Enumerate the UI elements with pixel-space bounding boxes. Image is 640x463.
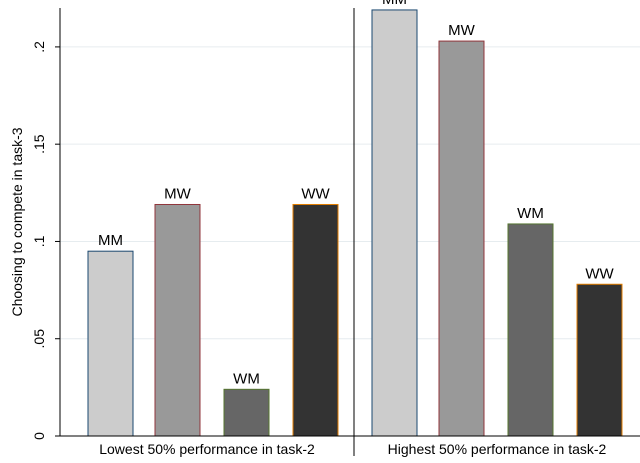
y-tick-label: .05 [31,329,47,349]
panel-label-lowest: Lowest 50% performance in task-2 [99,441,315,457]
y-ticks: 0 .05 .1 .15 .2 [31,41,60,440]
panel-label-highest: Highest 50% performance in task-2 [388,441,607,457]
y-tick-label: .15 [31,134,47,154]
bar-wm [507,223,554,437]
y-axis-title: Choosing to compete in task-3 [9,127,25,316]
bar-ww [292,203,339,437]
bar-label: MM [382,0,407,8]
bar-label: MW [448,22,475,39]
bar-mm [87,250,134,437]
bar-wm [223,388,270,437]
bar-mw [154,203,201,437]
bar-label: WM [517,205,544,222]
bar-label: WM [233,370,260,387]
bar-label: WW [301,185,330,202]
bar-labels: MM MW WM WW MM MW WM WW [98,0,614,387]
bar-label: MM [98,232,123,249]
bar-label: WW [585,265,614,282]
y-tick-label: .1 [31,235,47,247]
bar-mw [438,40,485,437]
bar-label: MW [164,185,191,202]
y-tick-label: 0 [31,432,47,440]
axes [59,8,640,456]
bar-mm [371,9,418,437]
y-tick-label: .2 [31,41,47,53]
bar-ww [576,283,623,437]
bars [87,9,623,437]
